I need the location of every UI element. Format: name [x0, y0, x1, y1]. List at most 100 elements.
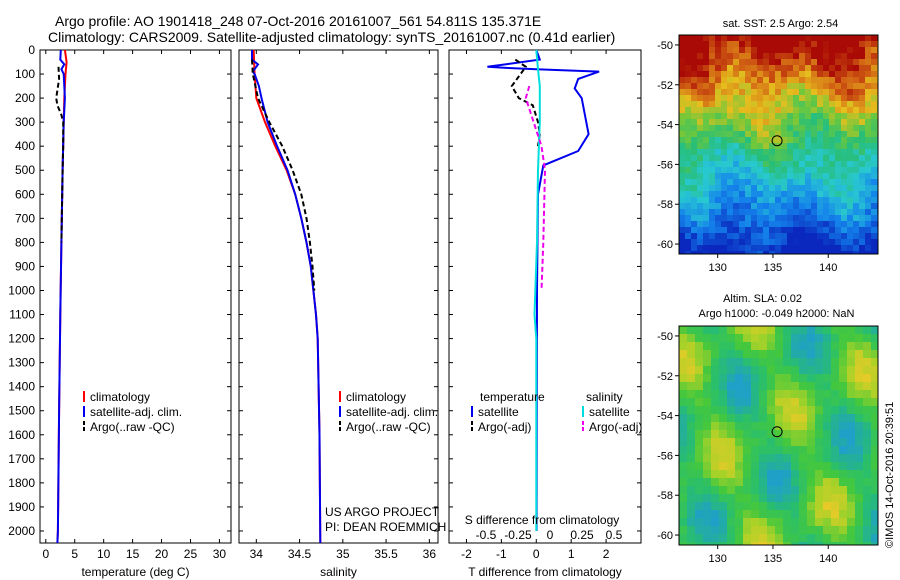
map-cell	[687, 422, 695, 430]
map-cell	[787, 119, 793, 125]
map-cell	[775, 470, 783, 478]
map-cell	[847, 149, 853, 155]
map-cell	[709, 161, 715, 167]
map-cell	[715, 89, 721, 95]
map-cell	[829, 65, 835, 71]
map-cell	[829, 131, 835, 137]
map-cell	[757, 185, 763, 191]
map-cell	[757, 101, 763, 107]
map-cell	[687, 454, 695, 462]
map-cell	[733, 53, 739, 59]
map-cell	[751, 221, 757, 227]
map-cell	[757, 131, 763, 137]
map-cell	[679, 203, 685, 209]
map-cell	[703, 430, 711, 438]
map-cell	[799, 155, 805, 161]
y-tick-label: -52	[657, 80, 673, 92]
map-cell	[787, 131, 793, 137]
map-cell	[823, 470, 831, 478]
map-cell	[793, 227, 799, 233]
map-cell	[817, 245, 823, 251]
map-cell	[703, 251, 709, 254]
map-cell	[769, 83, 775, 89]
map-cell	[805, 65, 811, 71]
map-cell	[679, 518, 687, 526]
map-cell	[835, 89, 841, 95]
map-cell	[815, 486, 823, 494]
map-cell	[709, 35, 715, 41]
map-cell	[751, 65, 757, 71]
map-cell	[719, 446, 727, 454]
map-cell	[799, 101, 805, 107]
map-cell	[847, 510, 855, 518]
map-cell	[865, 179, 871, 185]
map-cell	[817, 149, 823, 155]
map-cell	[793, 221, 799, 227]
map-cell	[871, 534, 878, 542]
map-cell	[739, 83, 745, 89]
map-cell	[709, 131, 715, 137]
map-cell	[823, 494, 831, 502]
map-cell	[679, 173, 685, 179]
map-cell	[727, 113, 733, 119]
map-cell	[859, 83, 865, 89]
map-cell	[817, 59, 823, 65]
map-cell	[679, 502, 687, 510]
map-cell	[859, 107, 865, 113]
map-cell	[687, 382, 695, 390]
map-cell	[871, 390, 878, 398]
map-cell	[815, 334, 823, 342]
map-cell	[703, 478, 711, 486]
map-cell	[757, 233, 763, 239]
map-cell	[817, 89, 823, 95]
map-cell	[679, 101, 685, 107]
map-cell	[811, 143, 817, 149]
map-cell	[859, 89, 865, 95]
map-cell	[781, 215, 787, 221]
map-cell	[859, 125, 865, 131]
map-cell	[743, 430, 751, 438]
map-cell	[739, 47, 745, 53]
map-frame	[678, 325, 879, 546]
map-cell	[799, 83, 805, 89]
map-cell	[865, 203, 871, 209]
map-cell	[847, 526, 855, 534]
map-cell	[691, 95, 697, 101]
map-cell	[685, 185, 691, 191]
map-cell	[763, 113, 769, 119]
map-cell	[853, 107, 859, 113]
map-cell	[829, 113, 835, 119]
map-cell	[775, 35, 781, 41]
map-cell	[727, 390, 735, 398]
map-cell	[721, 131, 727, 137]
map-cell	[823, 131, 829, 137]
map-cell	[791, 526, 799, 534]
x-tick-label: 140	[819, 553, 837, 565]
map-cell	[763, 125, 769, 131]
map-cell	[839, 390, 847, 398]
map-raster	[679, 35, 878, 254]
map-cell	[807, 478, 815, 486]
map-cell	[727, 454, 735, 462]
map-cell	[687, 486, 695, 494]
map-cell	[751, 227, 757, 233]
map-cell	[811, 71, 817, 77]
map-cell	[781, 107, 787, 113]
map-cell	[841, 185, 847, 191]
map-cell	[733, 71, 739, 77]
map-cell	[715, 191, 721, 197]
map-cell	[811, 41, 817, 47]
map-cell	[703, 167, 709, 173]
map-cell	[823, 233, 829, 239]
map-cell	[759, 374, 767, 382]
map-cell	[727, 47, 733, 53]
map-cell	[807, 494, 815, 502]
map-cell	[715, 53, 721, 59]
map-cell	[853, 227, 859, 233]
map-cell	[759, 502, 767, 510]
map-cell	[715, 227, 721, 233]
y-tick-label: -52	[657, 371, 673, 383]
map-cell	[685, 59, 691, 65]
map-cell	[829, 209, 835, 215]
map-cell	[811, 125, 817, 131]
